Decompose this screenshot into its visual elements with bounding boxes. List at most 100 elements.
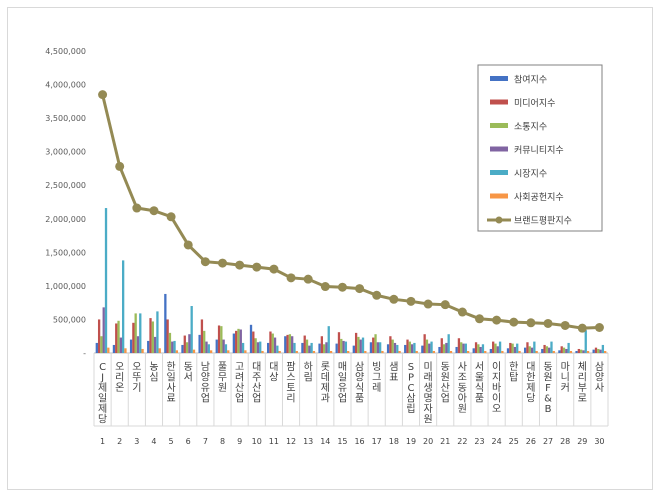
bar: [462, 343, 465, 353]
bar: [141, 348, 144, 353]
bar: [207, 344, 210, 353]
rank-label: 25: [509, 437, 519, 446]
bar: [511, 343, 514, 353]
bar: [408, 341, 411, 353]
rank-label: 28: [560, 437, 570, 446]
bar: [601, 344, 605, 353]
line-point: [492, 315, 502, 325]
bar: [119, 337, 122, 353]
bar: [575, 350, 578, 353]
bar: [526, 342, 529, 353]
bar: [308, 345, 311, 353]
line-point: [303, 274, 313, 284]
bar: [151, 321, 154, 353]
bar: [580, 349, 583, 353]
rank-label: 9: [237, 437, 242, 446]
line-point: [543, 318, 553, 328]
rank-label: 21: [440, 437, 450, 446]
bar: [224, 344, 228, 353]
bar: [147, 340, 150, 353]
rank-label: 19: [406, 437, 416, 446]
bar: [104, 208, 108, 353]
bar: [129, 339, 133, 353]
legend-label: 사회공헌지수: [514, 192, 564, 203]
bar: [472, 348, 475, 353]
bar: [398, 350, 401, 353]
bar: [205, 341, 208, 353]
rank-label: 2: [117, 437, 122, 446]
bar: [460, 342, 463, 353]
bar: [562, 347, 566, 353]
bar: [528, 346, 531, 353]
legend-swatch: [490, 170, 508, 175]
line-point: [337, 282, 347, 292]
line-point: [577, 323, 587, 333]
line-point: [218, 258, 227, 268]
bar: [235, 330, 238, 353]
legend-swatch: [495, 216, 503, 224]
bar: [524, 347, 527, 353]
bar: [447, 334, 450, 353]
line-point: [406, 296, 416, 306]
rank-label: 13: [303, 437, 313, 446]
legend-label: 커뮤니티지수: [514, 145, 564, 156]
bar: [374, 334, 377, 353]
line-point: [372, 290, 382, 300]
bar: [337, 332, 341, 353]
bar: [379, 342, 382, 353]
bar: [466, 350, 470, 353]
bar: [269, 331, 272, 353]
bar: [357, 336, 360, 353]
bar: [479, 346, 482, 353]
bar: [325, 342, 328, 353]
bar: [438, 346, 441, 353]
rank-label: 11: [269, 437, 279, 446]
bar: [389, 336, 392, 353]
bar: [393, 342, 397, 353]
bar: [310, 342, 313, 353]
bar: [203, 330, 206, 353]
bar: [295, 350, 298, 353]
bar: [220, 326, 223, 353]
bar: [288, 334, 292, 353]
line-point: [423, 299, 433, 309]
bar: [560, 346, 563, 353]
legend-label: 미디어지수: [514, 98, 555, 109]
rank-label: 18: [389, 437, 399, 446]
bar: [153, 336, 157, 353]
bar: [168, 332, 172, 353]
y-tick-label: 2,500,000: [45, 181, 86, 190]
legend-label: 소통지수: [514, 122, 547, 133]
rank-label: 6: [186, 437, 191, 446]
rank-label: 27: [543, 437, 553, 446]
rank-label: 17: [372, 437, 382, 446]
bar: [115, 323, 118, 353]
line-point: [320, 282, 330, 292]
bar: [552, 350, 555, 353]
bar: [543, 344, 546, 353]
bar: [112, 344, 116, 353]
line-point: [440, 300, 450, 310]
y-tick-label: 4,000,000: [45, 81, 86, 90]
bar: [318, 343, 321, 353]
rank-label: 4: [151, 437, 156, 446]
bar: [227, 350, 230, 353]
bar: [222, 339, 225, 353]
bar: [489, 348, 493, 353]
bar: [396, 344, 399, 353]
bar: [577, 348, 580, 353]
bar: [102, 307, 105, 353]
bar: [599, 349, 602, 353]
bar: [442, 344, 446, 353]
line-point: [115, 161, 125, 171]
bar: [496, 346, 499, 353]
bar: [381, 350, 384, 353]
